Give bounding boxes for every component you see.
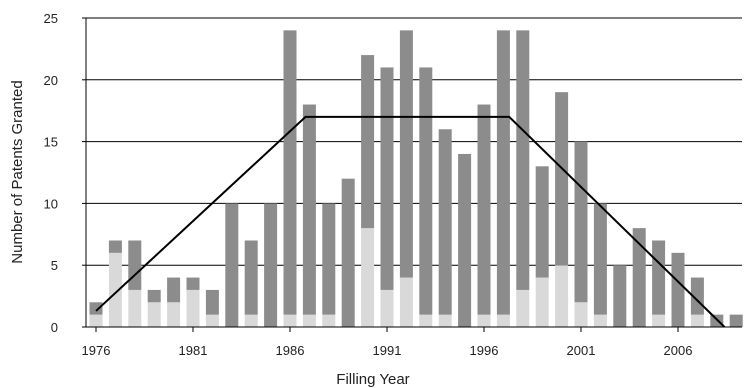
y-tick-label-0: 0 xyxy=(51,320,58,335)
bar-segment-1982-0 xyxy=(205,314,219,327)
y-axis-title: Number of Patents Granted xyxy=(9,80,26,263)
trend-line-group xyxy=(95,115,726,328)
bar-segment-1988-0 xyxy=(322,314,336,327)
y-tick-labels: 0 5 10 15 20 25 xyxy=(44,11,58,335)
bar-segment-1995-1 xyxy=(458,153,472,327)
bar-segment-2006-1 xyxy=(671,252,685,327)
bar-segment-2000-0 xyxy=(555,265,569,327)
axes xyxy=(82,17,742,332)
bar-segment-2002-0 xyxy=(593,314,607,327)
bar-segment-1993-1 xyxy=(419,67,433,315)
bar-segment-2002-1 xyxy=(593,203,607,315)
bar-segment-1978-0 xyxy=(128,289,142,327)
bar-segment-1994-0 xyxy=(438,314,452,327)
bar-segment-1989-1 xyxy=(341,178,355,327)
x-tick-label-2001: 2001 xyxy=(567,343,596,358)
x-tick-label-1981: 1981 xyxy=(179,343,208,358)
bar-segment-1987-1 xyxy=(302,104,316,315)
bar-segment-1979-0 xyxy=(147,302,161,327)
bar-segment-2005-1 xyxy=(652,240,666,315)
bar-segment-1994-1 xyxy=(438,129,452,315)
bar-segment-1987-0 xyxy=(302,314,316,327)
bar-segment-2003-1 xyxy=(613,265,627,327)
y-tick-label-15: 15 xyxy=(44,135,58,150)
bar-segment-1977-1 xyxy=(108,240,122,253)
bar-segment-1982-1 xyxy=(205,289,219,315)
bar-segment-1992-0 xyxy=(399,277,413,327)
bar-segment-1997-1 xyxy=(496,30,510,315)
y-tick-label-25: 25 xyxy=(44,11,58,26)
bar-segment-1980-1 xyxy=(167,277,181,303)
bar-segment-1991-1 xyxy=(380,67,394,290)
x-tick-label-1976: 1976 xyxy=(82,343,111,358)
bar-segment-1983-1 xyxy=(225,203,239,327)
bar-segment-1993-0 xyxy=(419,314,433,327)
x-tick-labels: 1976 1981 1986 1991 1996 2001 2006 xyxy=(82,343,693,358)
x-tick-label-1996: 1996 xyxy=(470,343,499,358)
bar-segment-1985-1 xyxy=(264,203,278,327)
bar-segment-2000-1 xyxy=(555,92,569,266)
bar-segment-2009-1 xyxy=(729,314,743,327)
gridlines xyxy=(86,17,742,266)
bar-segment-1981-1 xyxy=(186,277,200,290)
bar-segment-1977-0 xyxy=(108,252,122,327)
bar-segment-1981-0 xyxy=(186,289,200,327)
bar-segment-1998-0 xyxy=(516,289,530,327)
bar-segment-1990-1 xyxy=(361,55,375,229)
bar-segment-1986-0 xyxy=(283,314,297,327)
bars xyxy=(89,30,743,327)
bar-segment-1999-0 xyxy=(535,277,549,327)
trend-line xyxy=(95,115,726,328)
bar-segment-1990-0 xyxy=(361,228,375,327)
bar-segment-2007-0 xyxy=(690,314,704,327)
bar-segment-1984-0 xyxy=(244,314,258,327)
bar-segment-1996-0 xyxy=(477,314,491,327)
bar-segment-2004-1 xyxy=(632,228,646,327)
x-tick-label-2006: 2006 xyxy=(664,343,693,358)
bar-segment-1980-0 xyxy=(167,302,181,327)
bar-segment-1988-1 xyxy=(322,203,336,315)
bar-segment-1986-1 xyxy=(283,30,297,315)
y-tick-label-20: 20 xyxy=(44,73,58,88)
bar-segment-1976-0 xyxy=(89,314,103,327)
bar-segment-1997-0 xyxy=(496,314,510,327)
y-tick-label-5: 5 xyxy=(51,258,58,273)
x-axis-title: Filling Year xyxy=(336,371,409,388)
bar-segment-1991-0 xyxy=(380,289,394,327)
y-tick-label-10: 10 xyxy=(44,196,58,211)
x-tick-label-1991: 1991 xyxy=(373,343,402,358)
bar-segment-1978-1 xyxy=(128,240,142,290)
bar-segment-2005-0 xyxy=(652,314,666,327)
x-tick-label-1986: 1986 xyxy=(276,343,305,358)
bar-segment-1996-1 xyxy=(477,104,491,315)
bar-segment-1984-1 xyxy=(244,240,258,315)
bar-segment-1992-1 xyxy=(399,30,413,278)
bar-segment-1998-1 xyxy=(516,30,530,290)
bar-segment-1976-1 xyxy=(89,302,103,315)
bar-segment-2001-0 xyxy=(574,302,588,327)
bar-segment-1999-1 xyxy=(535,166,549,278)
bar-segment-2007-1 xyxy=(690,277,704,315)
bar-segment-2001-1 xyxy=(574,141,588,303)
bar-segment-1979-1 xyxy=(147,289,161,303)
